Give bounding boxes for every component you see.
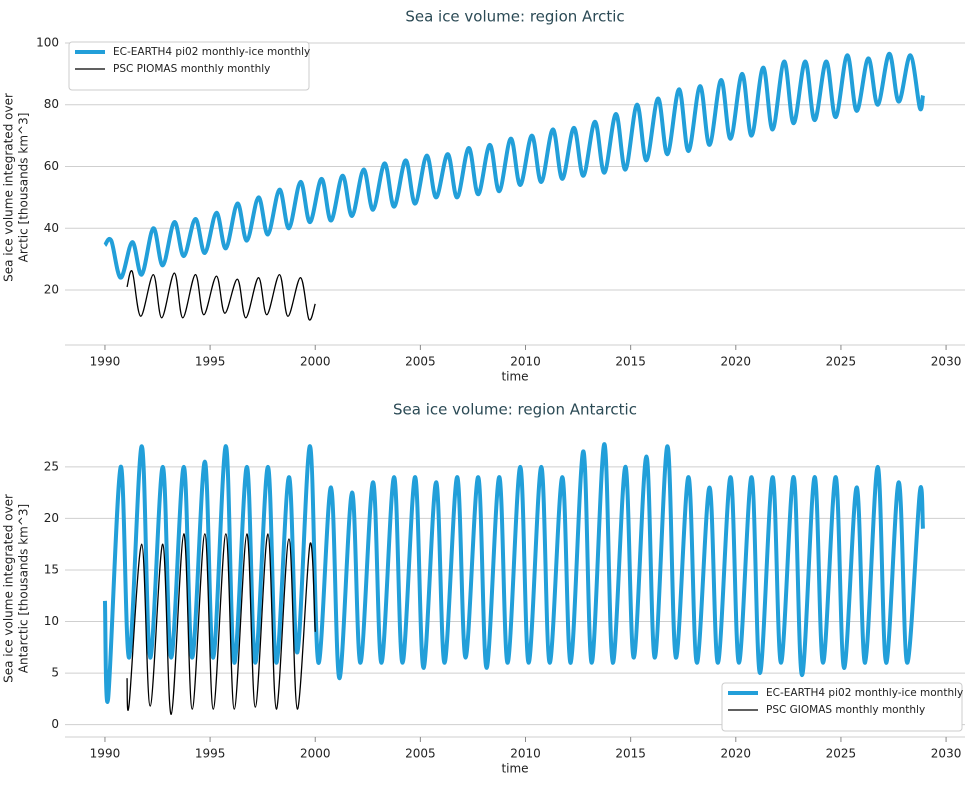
- x-tick-label: 2030: [931, 355, 962, 369]
- x-tick-label: 2005: [405, 747, 436, 761]
- x-tick-label: 2020: [721, 355, 752, 369]
- legend-box: [721, 682, 963, 732]
- y-tick-label: 0: [51, 717, 59, 731]
- chart-title: Sea ice volume: region Arctic: [405, 8, 624, 26]
- y-tick-label: 5: [51, 666, 59, 680]
- y-tick-label: 15: [44, 562, 59, 576]
- chart-title: Sea ice volume: region Antarctic: [393, 401, 637, 419]
- y-tick-label: 60: [44, 159, 59, 173]
- legend-label: EC-EARTH4 pi02 monthly-ice monthly: [113, 46, 310, 58]
- legend-box: [68, 41, 310, 91]
- x-tick-label: 2005: [405, 355, 436, 369]
- y-tick-label: 20: [44, 283, 59, 297]
- x-tick-label: 2000: [300, 747, 331, 761]
- y-axis-label: Antarctic [thousands km^3]: [17, 504, 31, 673]
- y-axis-label: Sea ice volume integrated over: [2, 93, 16, 282]
- x-tick-label: 1995: [195, 747, 226, 761]
- x-tick-label: 2025: [826, 747, 857, 761]
- x-tick-label: 1995: [195, 355, 226, 369]
- x-tick-label: 1990: [90, 747, 121, 761]
- x-tick-label: 2025: [826, 355, 857, 369]
- y-tick-label: 100: [36, 35, 59, 49]
- y-axis-label: Arctic [thousands km^3]: [17, 113, 31, 263]
- legend-label: PSC PIOMAS monthly monthly: [113, 63, 270, 75]
- legend: EC-EARTH4 pi02 monthly-ice monthly PSC PI…: [68, 41, 310, 91]
- legend-label: EC-EARTH4 pi02 monthly-ice monthly: [766, 687, 963, 699]
- x-tick-label: 2015: [615, 355, 646, 369]
- y-axis-label: Sea ice volume integrated over: [2, 494, 16, 683]
- y-tick-label: 10: [44, 614, 59, 628]
- series-line: [126, 270, 316, 321]
- x-tick-label: 1990: [90, 355, 121, 369]
- legend: EC-EARTH4 pi02 monthly-ice monthly PSC GI…: [721, 682, 963, 732]
- y-tick-label: 20: [44, 511, 59, 525]
- series-line: [103, 51, 925, 280]
- x-tick-label: 2030: [931, 747, 962, 761]
- x-axis-label: time: [501, 370, 528, 384]
- x-tick-label: 2015: [615, 747, 646, 761]
- x-tick-label: 2010: [510, 747, 541, 761]
- x-tick-label: 2020: [721, 747, 752, 761]
- series-line: [102, 442, 925, 704]
- x-axis-label: time: [501, 762, 528, 776]
- x-tick-label: 2000: [300, 355, 331, 369]
- y-tick-label: 25: [44, 459, 59, 473]
- series-line: [126, 533, 316, 715]
- legend-label: PSC GIOMAS monthly monthly: [766, 704, 925, 716]
- y-tick-label: 80: [44, 97, 59, 111]
- y-tick-label: 40: [44, 221, 59, 235]
- x-tick-label: 2010: [510, 355, 541, 369]
